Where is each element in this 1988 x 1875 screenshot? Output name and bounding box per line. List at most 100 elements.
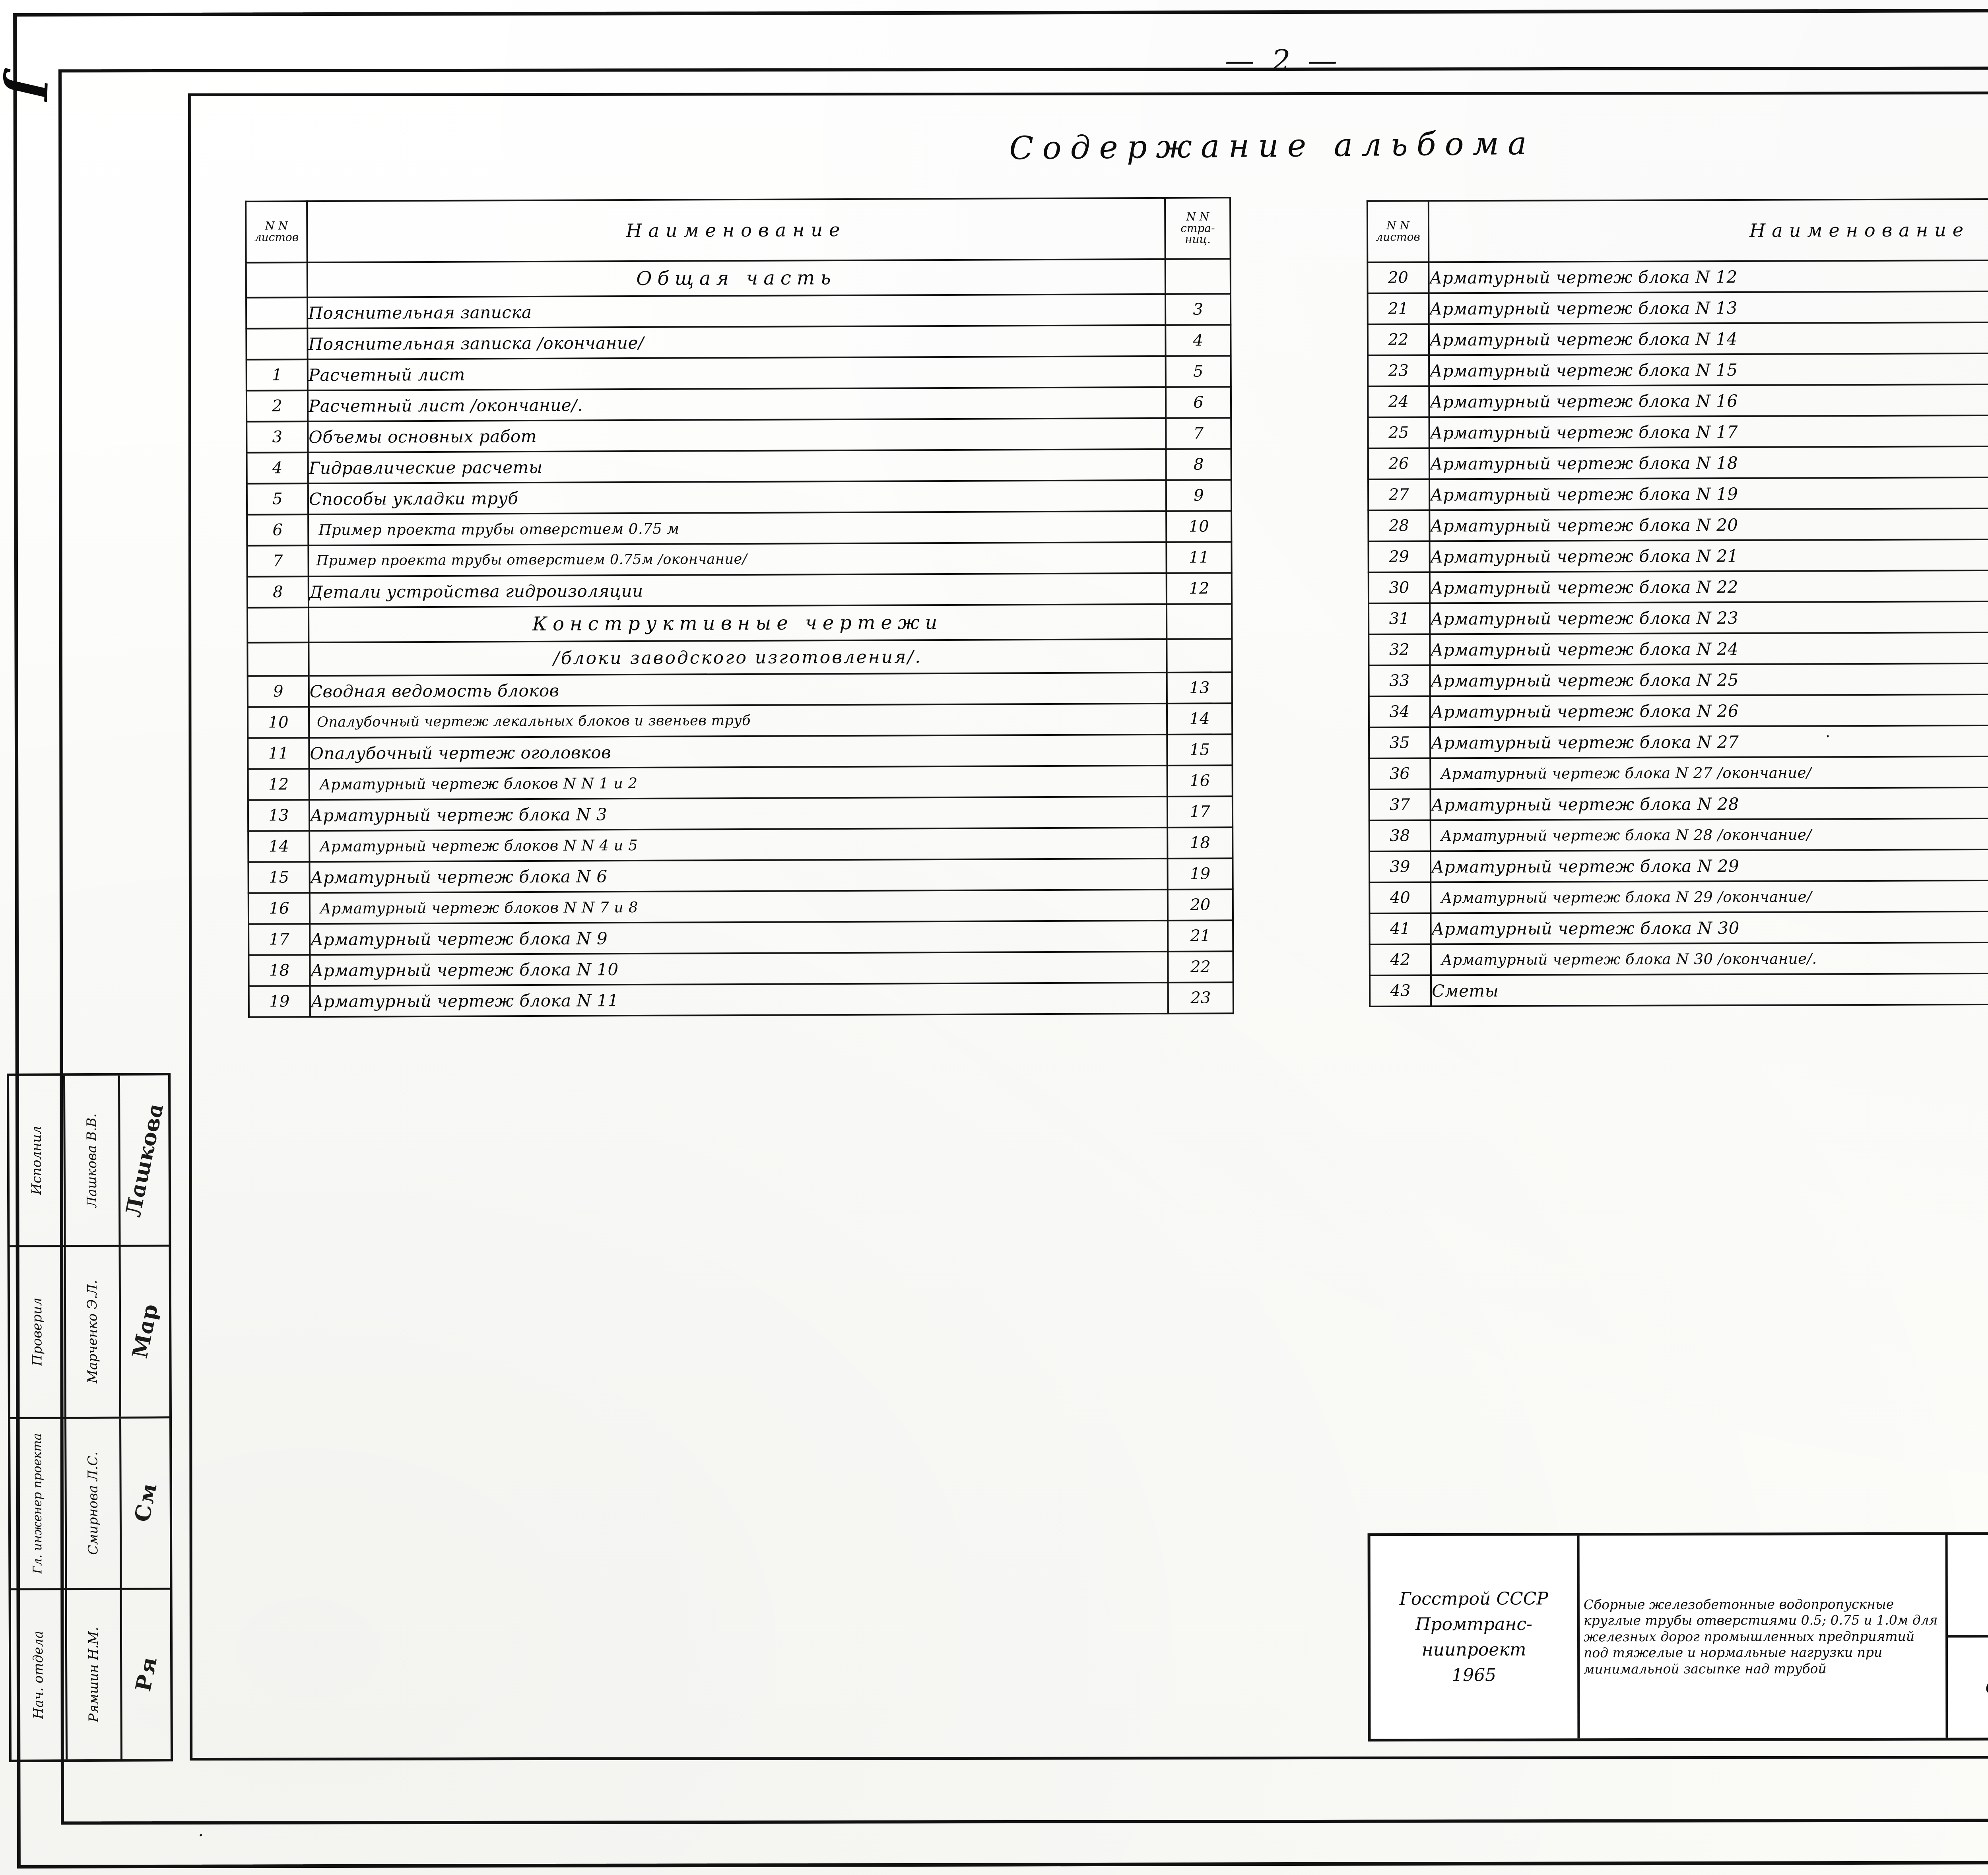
cell-sheet-no: 36 (1369, 758, 1431, 789)
table-row[interactable]: 1 Расчетный лист 5 (246, 356, 1231, 391)
cell-title: Арматурный чертеж блока N 26 (1430, 693, 1988, 727)
cell-sheet-no: 16 (248, 893, 310, 924)
table-row[interactable]: 11 Опалубочный чертеж оголовков 15 (248, 734, 1233, 769)
table-row[interactable]: 38 Арматурный чертеж блока N 28 /окончани… (1369, 817, 1988, 851)
table-row[interactable]: 3 Объемы основных работ 7 (247, 418, 1231, 453)
signature-role-label: Гл. инженер проекта (30, 1433, 45, 1574)
signature-mark-cell: Ря (122, 1590, 170, 1759)
cell-page-no: 5 (1165, 356, 1231, 387)
section-label: Конструктивные чертежи (308, 604, 1167, 643)
signature-mark-cell: См (121, 1418, 169, 1588)
table-row[interactable]: 42 Арматурный чертеж блока N 30 /окончани… (1369, 941, 1988, 975)
signature-person-name: Рямшин Н.М. (85, 1627, 101, 1722)
table-row[interactable]: 9 Сводная ведомость блоков 13 (247, 672, 1232, 707)
cell-sheet-no: 33 (1369, 665, 1430, 696)
table-row[interactable]: 19 Арматурный чертеж блока N 11 23 (248, 982, 1233, 1017)
cell-title: Арматурный чертеж блока N 3 (309, 796, 1168, 831)
signature-person-name: Лашкова В.В. (83, 1113, 100, 1208)
section-label: Общая часть (307, 259, 1165, 298)
table-row[interactable]: 2 Расчетный лист /окончание/. 6 (246, 387, 1231, 422)
toc-left-header: N N листов Наименование N N стра- ниц. (246, 198, 1231, 263)
cell-sheet-no: 38 (1369, 820, 1431, 851)
cell-title: Расчетный лист /окончание/. (307, 387, 1166, 422)
cell-sheet-no: 39 (1369, 851, 1431, 882)
table-row[interactable]: 14 Арматурный чертеж блоков N N 4 и 5 18 (248, 827, 1233, 862)
cell-title: Способы укладки труб (308, 480, 1167, 515)
cell-page-no: 11 (1166, 542, 1232, 573)
header-page-no-line3: ниц. (1184, 233, 1211, 246)
signature-name-cell: Марченко Э.Л. (66, 1247, 121, 1417)
cell-sheet-no: 20 (1367, 262, 1429, 293)
cell-title: Арматурный чертеж блока N 10 (310, 951, 1168, 986)
table-row[interactable]: 4 Гидравлические расчеты 8 (247, 449, 1231, 484)
cell-page-no: 22 (1168, 951, 1233, 983)
table-row[interactable]: 36 Арматурный чертеж блока N 27 /окончани… (1369, 755, 1988, 789)
section-sheet-blank (246, 262, 307, 298)
table-row[interactable]: 15 Арматурный чертеж блока N 6 19 (248, 858, 1233, 893)
table-row[interactable]: Пояснительная записка 3 (246, 294, 1231, 329)
cell-title: Арматурный чертеж блока N 29 /окончание/ (1431, 879, 1988, 913)
cell-title: Пояснительная записка (307, 294, 1166, 329)
table-row[interactable]: 18 Арматурный чертеж блока N 10 22 (248, 951, 1233, 986)
cell-title: Гидравлические расчеты (308, 449, 1166, 484)
table-row[interactable]: 5 Способы укладки труб 9 (247, 480, 1232, 515)
cell-title: Арматурный чертеж блока N 21 (1429, 538, 1988, 572)
cell-title: Арматурный чертеж блока N 17 (1429, 414, 1988, 448)
cell-sheet-no: 5 (247, 483, 309, 515)
table-row[interactable]: 8 Детали устройства гидроизоляции 12 (247, 573, 1232, 608)
cell-sheet-no: 19 (248, 986, 310, 1017)
toc-section-header: Конструктивные чертежи (247, 604, 1232, 643)
cell-title: Арматурный чертеж блока N 6 (309, 858, 1168, 893)
table-row[interactable]: 13 Арматурный чертеж блока N 3 17 (248, 796, 1233, 831)
signature-person-name: Марченко Э.Л. (84, 1280, 100, 1384)
cell-page-no: 13 (1167, 672, 1232, 704)
toc-section-header: Общая часть (246, 259, 1231, 298)
cell-sheet-no: 41 (1369, 913, 1431, 944)
header-sheet-no: N N листов (1367, 201, 1429, 262)
signature-role-cell: Исполнил (9, 1076, 66, 1245)
table-row[interactable]: 40 Арматурный чертеж блока N 29 /окончани… (1369, 879, 1988, 913)
header-page-no: N N стра- ниц. (1165, 198, 1231, 259)
table-row[interactable]: Пояснительная записка /окончание/4 (246, 325, 1231, 360)
table-row[interactable]: 7 Пример проекта трубы отверстием 0.75м /… (247, 542, 1232, 577)
cell-sheet-no: 22 (1367, 324, 1429, 355)
cell-page-no: 18 (1167, 827, 1233, 859)
cell-title: Арматурный чертеж блока N 30 (1431, 910, 1988, 944)
table-row[interactable]: 10 Опалубочный чертеж лекальных блоков и … (247, 703, 1233, 738)
stamp-organization: Госстрой СССР Промтранс- ниипроект 1965 (1370, 1536, 1580, 1739)
cell-title: Арматурный чертеж блока N 18 (1429, 445, 1988, 479)
table-row[interactable]: 17 Арматурный чертеж блока N 9 21 (248, 920, 1233, 955)
table-row[interactable]: 12 Арматурный чертеж блоков N N 1 и 2 16 (248, 765, 1233, 800)
cell-page-no: 16 (1167, 765, 1233, 797)
table-row[interactable]: 43Сметы47 (1369, 972, 1988, 1006)
cell-sheet-no: 17 (248, 924, 310, 955)
cell-sheet-no: 14 (248, 831, 310, 862)
cell-title: Арматурный чертеж блоков N N 1 и 2 (309, 765, 1167, 800)
header-name: Наименование (307, 198, 1165, 263)
cell-title: Арматурный чертеж блока N 27 (1430, 724, 1988, 758)
table-row[interactable]: 16 Арматурный чертеж блоков N N 7 и 8 20 (248, 889, 1233, 924)
section-page-blank (1166, 604, 1232, 639)
signature-name-cell: Лашкова В.В. (65, 1075, 121, 1245)
cell-title: Арматурный чертеж блоков N N 7 и 8 (309, 889, 1168, 924)
